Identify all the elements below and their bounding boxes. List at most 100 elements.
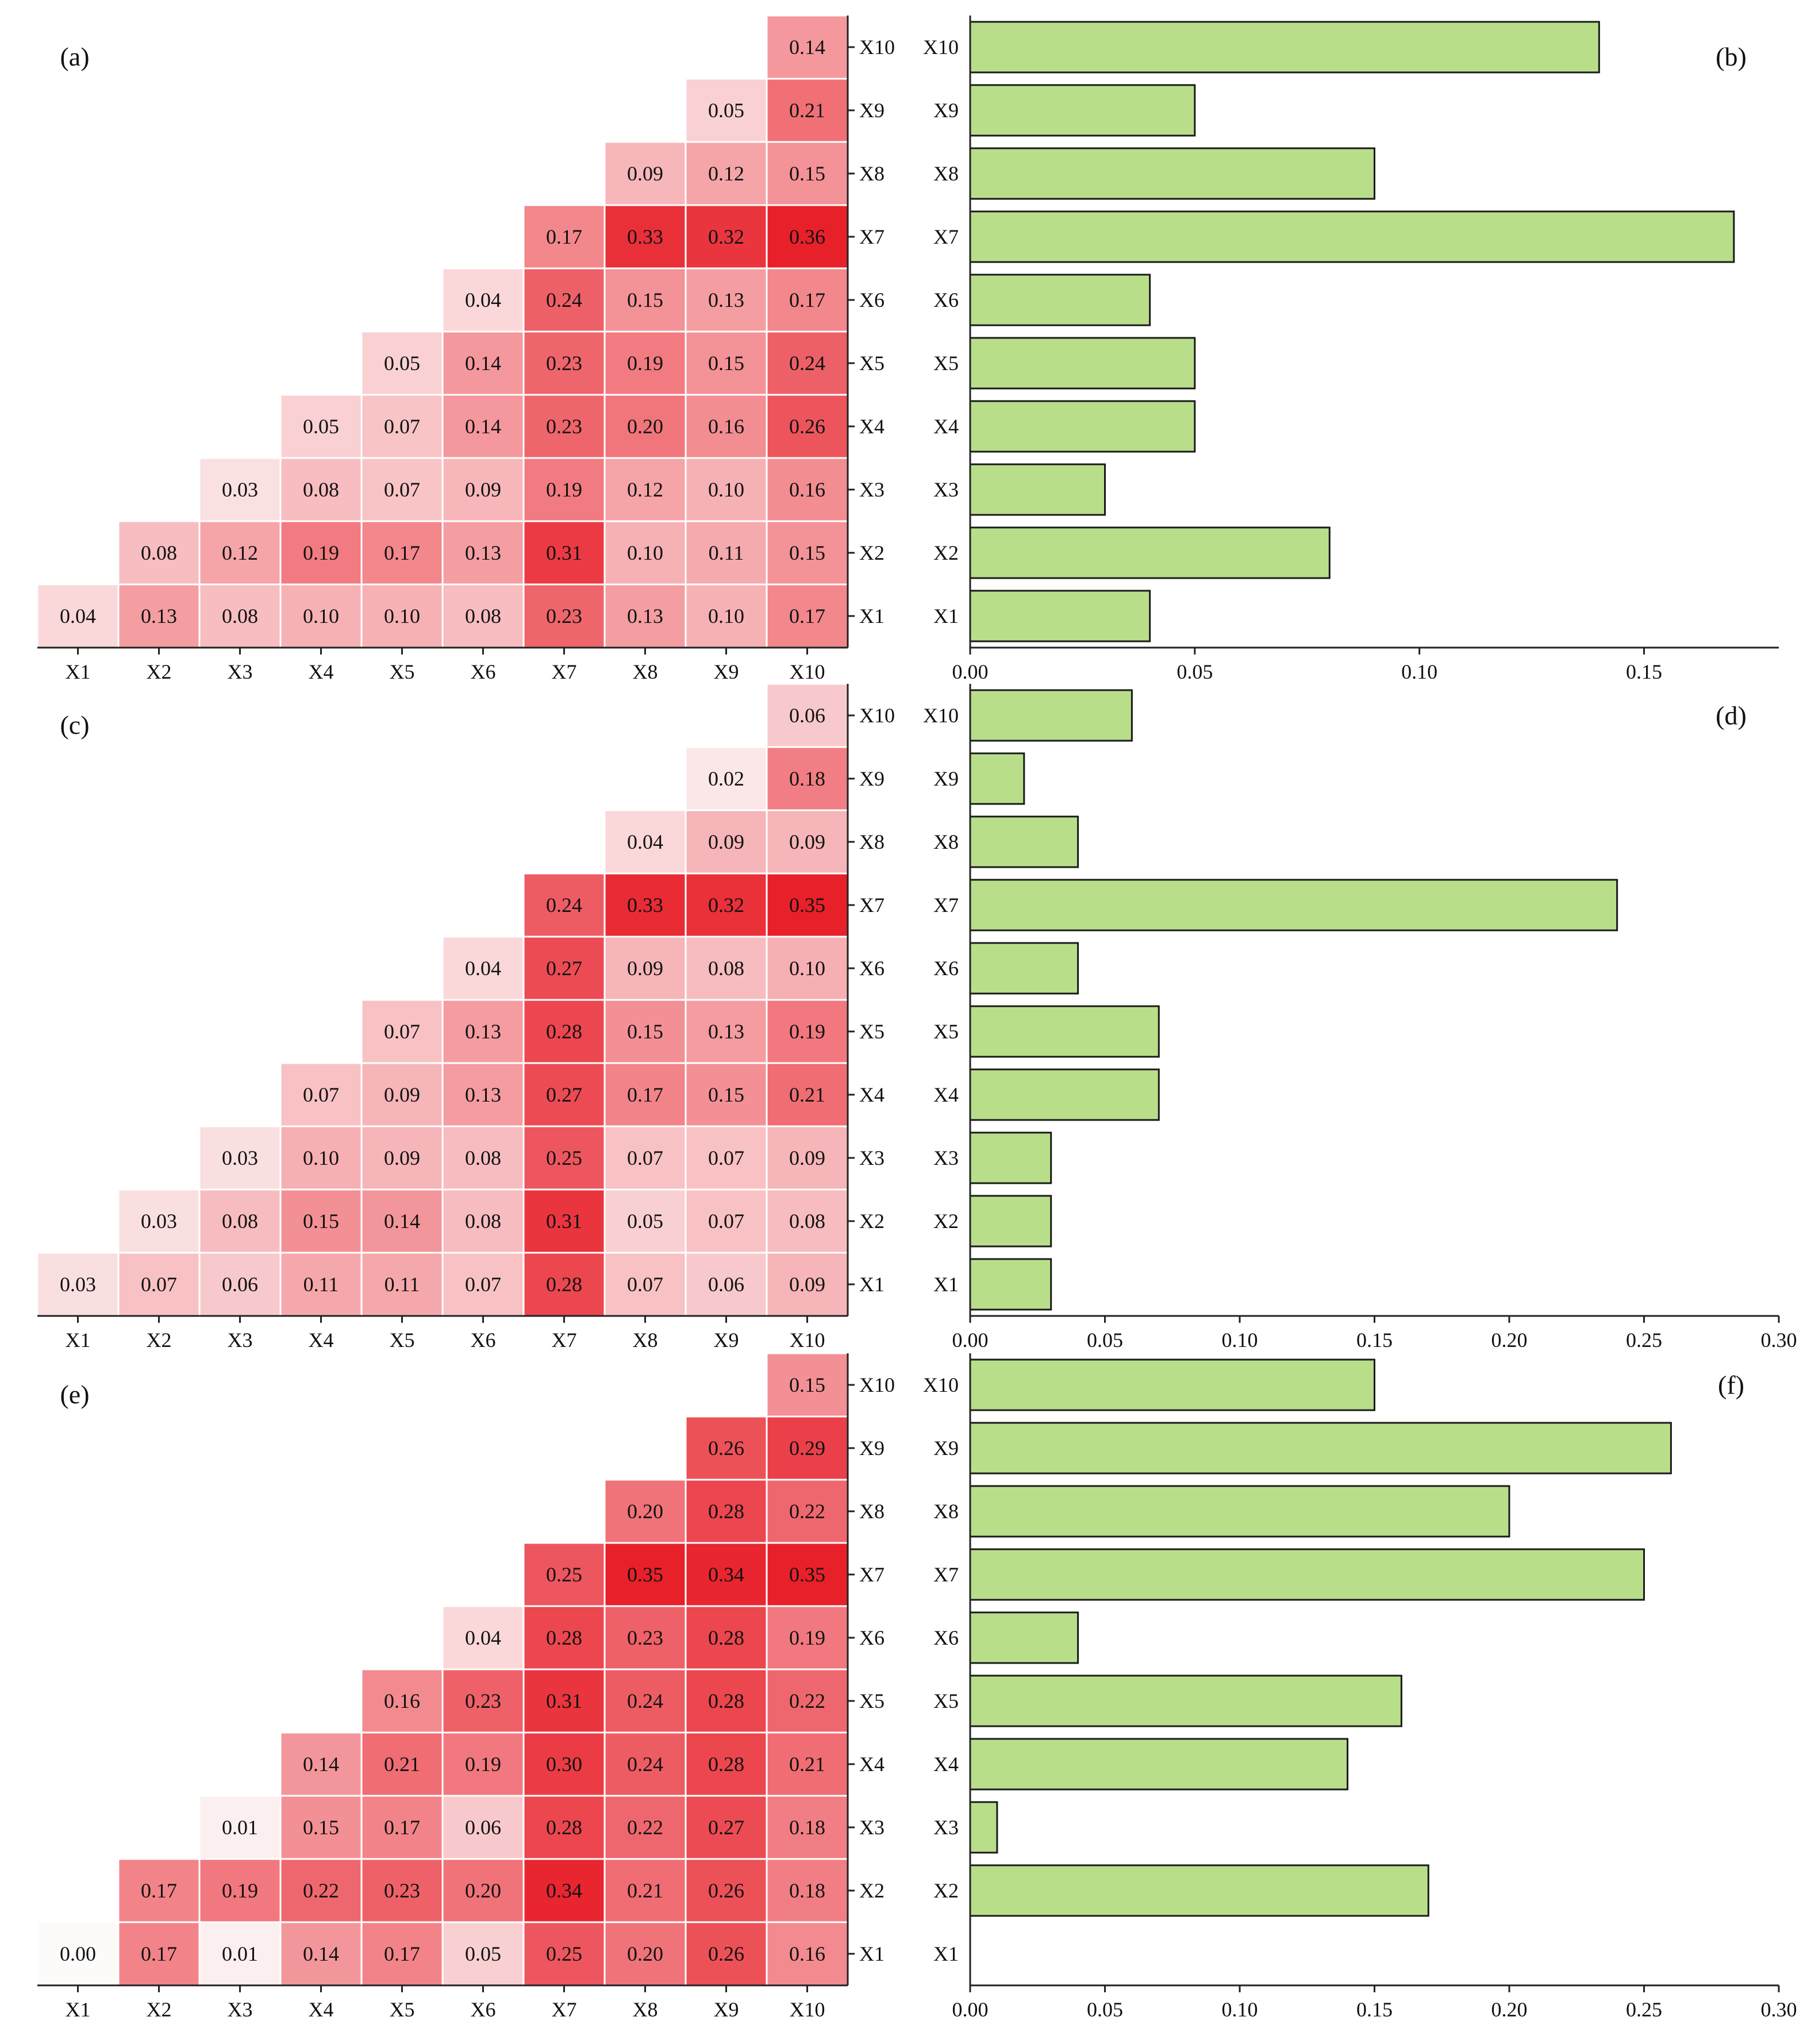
heatmap-cell-label: 0.08 bbox=[222, 605, 258, 628]
heatmap-cell-label: 0.07 bbox=[141, 1273, 177, 1296]
heatmap-cell-label: 0.15 bbox=[789, 1373, 825, 1396]
bar bbox=[970, 1802, 997, 1853]
bar-x-tick-label: 0.15 bbox=[1356, 1998, 1393, 2021]
heatmap-cell-label: 0.18 bbox=[789, 1879, 825, 1902]
heatmap-cell-label: 0.03 bbox=[60, 1273, 96, 1296]
heatmap-cell-label: 0.20 bbox=[627, 1500, 663, 1523]
heatmap-cell-label: 0.03 bbox=[222, 1146, 258, 1169]
heatmap-cell-label: 0.07 bbox=[465, 1273, 501, 1296]
heatmap-x-tick-label: X8 bbox=[633, 1329, 658, 1352]
heatmap-cell-label: 0.28 bbox=[708, 1689, 744, 1712]
heatmap-cell-label: 0.13 bbox=[465, 1083, 501, 1106]
heatmap-x-tick-label: X5 bbox=[390, 1329, 415, 1352]
heatmap-cell-label: 0.09 bbox=[384, 1146, 420, 1169]
heatmap-x-tick-label: X6 bbox=[471, 1998, 496, 2021]
heatmap-cell-label: 0.09 bbox=[627, 957, 663, 980]
bar-y-tick-label: X7 bbox=[933, 894, 959, 917]
bar bbox=[970, 1739, 1348, 1789]
heatmap-cell-label: 0.12 bbox=[627, 478, 663, 501]
bar-x-tick-label: 0.20 bbox=[1491, 1998, 1528, 2021]
heatmap-x-tick-label: X9 bbox=[714, 660, 739, 683]
heatmap-cell-label: 0.20 bbox=[627, 415, 663, 438]
heatmap-cell-label: 0.11 bbox=[303, 1273, 339, 1296]
heatmap-cell-label: 0.23 bbox=[384, 1879, 420, 1902]
bar-x-tick-label: 0.10 bbox=[1222, 1998, 1258, 2021]
heatmap-cell-label: 0.15 bbox=[789, 541, 825, 564]
bar-y-tick-label: X9 bbox=[933, 767, 959, 790]
bar bbox=[970, 1676, 1401, 1726]
heatmap-cell-label: 0.24 bbox=[627, 1753, 663, 1776]
heatmap-cell-label: 0.07 bbox=[627, 1146, 663, 1169]
heatmap-cell-label: 0.08 bbox=[708, 957, 744, 980]
heatmap-cell-label: 0.10 bbox=[384, 605, 420, 628]
heatmap-cell-label: 0.25 bbox=[546, 1146, 582, 1169]
heatmap-cell-label: 0.19 bbox=[789, 1020, 825, 1043]
heatmap-cell-label: 0.10 bbox=[789, 957, 825, 980]
heatmap-cell-label: 0.17 bbox=[789, 605, 825, 628]
heatmap-cell-label: 0.26 bbox=[708, 1879, 744, 1902]
heatmap-cell-label: 0.17 bbox=[384, 1816, 420, 1839]
heatmap-cell-label: 0.13 bbox=[708, 288, 744, 311]
heatmap-cell-label: 0.28 bbox=[546, 1273, 582, 1296]
heatmap-y-tick-label: X10 bbox=[859, 704, 895, 727]
heatmap-x-tick-label: X1 bbox=[66, 660, 91, 683]
heatmap-cell-label: 0.08 bbox=[465, 1146, 501, 1169]
figure-background bbox=[0, 0, 1811, 2044]
heatmap-cell-label: 0.23 bbox=[546, 415, 582, 438]
panel-label: (e) bbox=[60, 1380, 89, 1409]
heatmap-cell-label: 0.04 bbox=[465, 1626, 501, 1649]
heatmap-cell-label: 0.19 bbox=[627, 352, 663, 375]
heatmap-cell-label: 0.00 bbox=[60, 1942, 96, 1965]
panel-label: (b) bbox=[1716, 42, 1747, 71]
heatmap-y-tick-label: X6 bbox=[859, 957, 885, 980]
heatmap-x-tick-label: X5 bbox=[390, 1998, 415, 2021]
bar-y-tick-label: X6 bbox=[933, 1626, 959, 1649]
bar-x-tick-label: 0.00 bbox=[952, 660, 989, 683]
heatmap-cell-label: 0.24 bbox=[789, 352, 825, 375]
heatmap-cell-label: 0.11 bbox=[384, 1273, 420, 1296]
bar-y-tick-label: X6 bbox=[933, 288, 959, 311]
heatmap-y-tick-label: X1 bbox=[859, 1273, 885, 1296]
heatmap-cell-label: 0.10 bbox=[303, 1146, 339, 1169]
heatmap-x-tick-label: X3 bbox=[228, 1998, 253, 2021]
heatmap-cell-label: 0.07 bbox=[384, 1020, 420, 1043]
heatmap-cell-label: 0.16 bbox=[789, 478, 825, 501]
heatmap-cell-label: 0.07 bbox=[708, 1146, 744, 1169]
heatmap-y-tick-label: X3 bbox=[859, 478, 885, 501]
heatmap-y-tick-label: X3 bbox=[859, 1146, 885, 1169]
heatmap-cell-label: 0.22 bbox=[627, 1816, 663, 1839]
heatmap-cell-label: 0.35 bbox=[789, 1563, 825, 1586]
heatmap-cell-label: 0.08 bbox=[303, 478, 339, 501]
heatmap-cell-label: 0.23 bbox=[546, 605, 582, 628]
heatmap-cell-label: 0.09 bbox=[789, 830, 825, 853]
heatmap-cell-label: 0.05 bbox=[627, 1210, 663, 1233]
heatmap-cell-label: 0.31 bbox=[546, 1210, 582, 1233]
bar bbox=[970, 591, 1150, 641]
heatmap-cell-label: 0.07 bbox=[627, 1273, 663, 1296]
bar-x-tick-label: 0.20 bbox=[1491, 1329, 1528, 1352]
heatmap-x-tick-label: X2 bbox=[147, 660, 172, 683]
bar-y-tick-label: X6 bbox=[933, 957, 959, 980]
heatmap-cell-label: 0.19 bbox=[465, 1753, 501, 1776]
heatmap-cell-label: 0.04 bbox=[465, 288, 501, 311]
heatmap-x-tick-label: X9 bbox=[714, 1998, 739, 2021]
bar-x-tick-label: 0.25 bbox=[1626, 1329, 1662, 1352]
heatmap-cell-label: 0.17 bbox=[384, 1942, 420, 1965]
heatmap-x-tick-label: X4 bbox=[309, 1998, 334, 2021]
bar-y-tick-label: X8 bbox=[933, 1500, 959, 1523]
heatmap-cell-label: 0.07 bbox=[303, 1083, 339, 1106]
heatmap-cell-label: 0.14 bbox=[303, 1753, 339, 1776]
heatmap-cell-label: 0.28 bbox=[708, 1500, 744, 1523]
heatmap-cell-label: 0.27 bbox=[546, 1083, 582, 1106]
heatmap-y-tick-label: X9 bbox=[859, 1437, 885, 1460]
heatmap-cell-label: 0.06 bbox=[708, 1273, 744, 1296]
heatmap-x-tick-label: X5 bbox=[390, 660, 415, 683]
bar bbox=[970, 1069, 1159, 1120]
heatmap-cell-label: 0.24 bbox=[546, 288, 582, 311]
heatmap-cell-label: 0.05 bbox=[465, 1942, 501, 1965]
heatmap-cell-label: 0.08 bbox=[465, 1210, 501, 1233]
bar-x-tick-label: 0.00 bbox=[952, 1998, 989, 2021]
heatmap-cell-label: 0.33 bbox=[627, 894, 663, 917]
bar-y-tick-label: X2 bbox=[933, 1210, 959, 1233]
heatmap-cell-label: 0.08 bbox=[222, 1210, 258, 1233]
